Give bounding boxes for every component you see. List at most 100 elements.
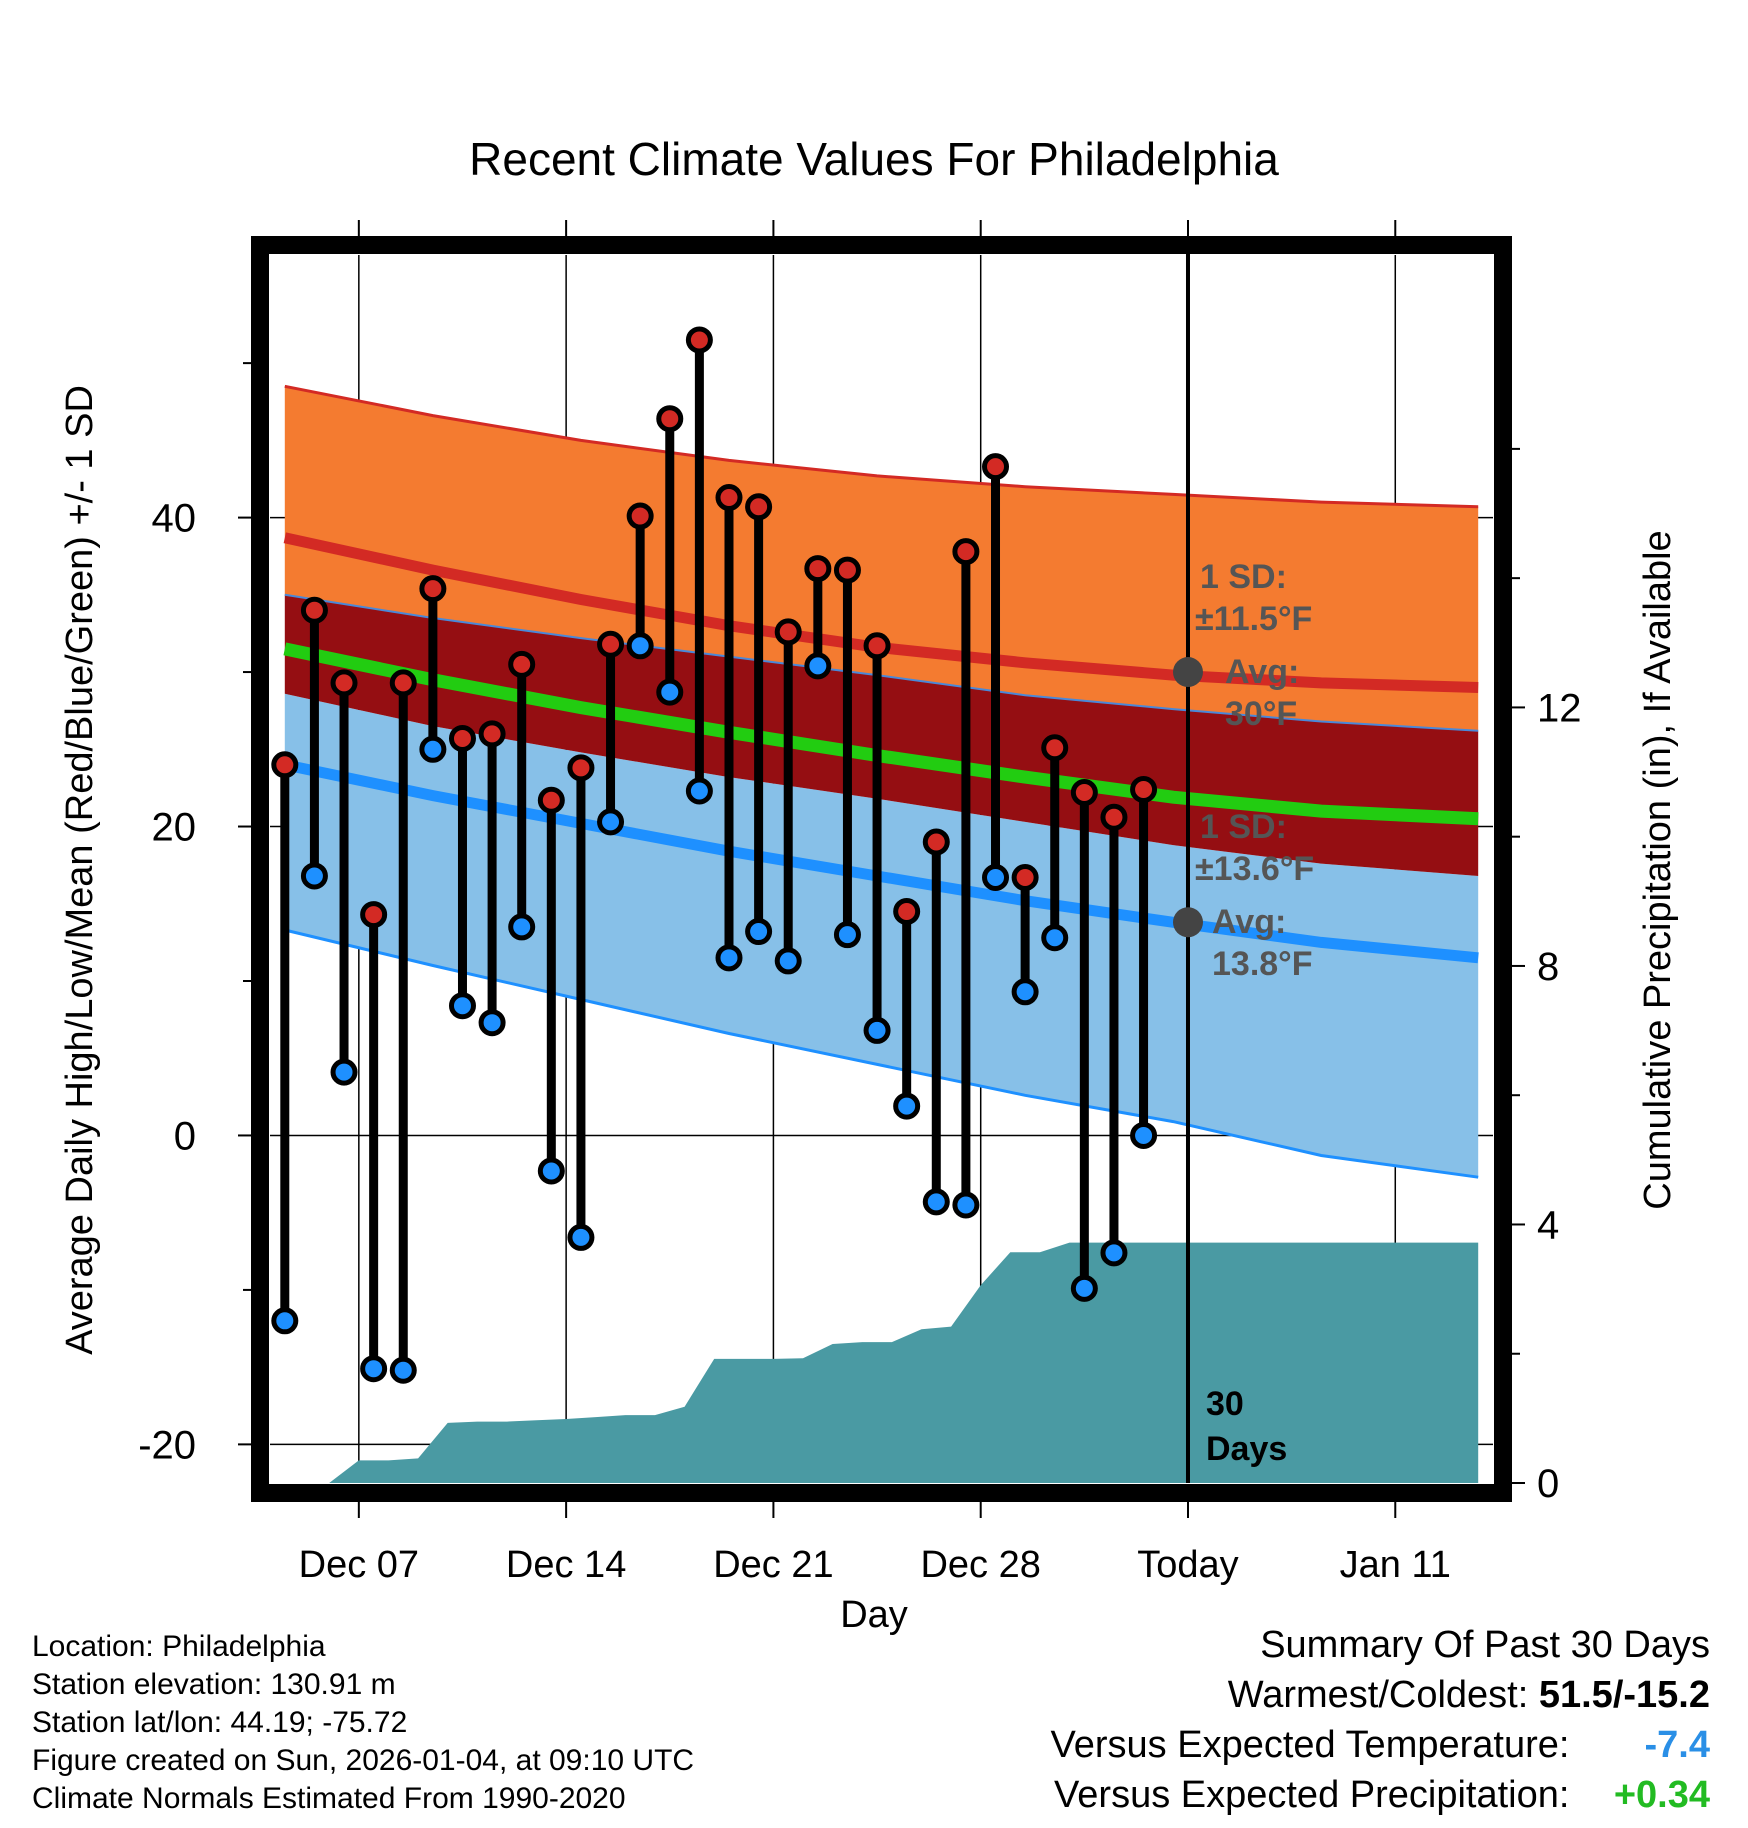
daily-high-point-7 — [478, 720, 506, 748]
summary-panel: Summary Of Past 30 Days Warmest/Coldest:… — [1051, 1620, 1710, 1820]
daily-high-point-4 — [389, 669, 417, 697]
daily-high-point-10 — [567, 754, 595, 782]
daily-low-point-3 — [360, 1355, 388, 1383]
daily-low-point-15 — [715, 944, 743, 972]
daily-low-point-23 — [952, 1191, 980, 1219]
x-axis-label: Day — [840, 1594, 908, 1636]
y2-axis-label: Cumulative Precipitation (in), If Availa… — [1637, 530, 1679, 1209]
plot-overlay: 1 SD: ±11.5°F Avg: 30°F 1 SD: ±13.6°F Avg: 13.8… — [271, 245, 1314, 1483]
daily-low-point-9 — [537, 1157, 565, 1185]
summary-warmest-row: Warmest/Coldest: 51.5/-15.2 — [1051, 1670, 1710, 1720]
daily-low-point-11 — [597, 808, 625, 836]
precipitation-area — [329, 1242, 1479, 1483]
daily-high-point-27 — [1070, 779, 1098, 807]
summary-precip-row: Versus Expected Precipitation: +0.34 — [1051, 1770, 1710, 1820]
summary-precip-value: +0.34 — [1613, 1774, 1710, 1816]
daily-high-point-3 — [360, 901, 388, 929]
daily-high-point-26 — [1041, 734, 1069, 762]
summary-warmest-value: 51.5/-15.2 — [1538, 1674, 1710, 1716]
daily-high-point-22 — [922, 828, 950, 856]
summary-temp-row: Versus Expected Temperature: -7.4 — [1051, 1720, 1710, 1770]
daily-low-point-10 — [567, 1223, 595, 1251]
y-tick-label-3: 40 — [152, 497, 197, 541]
y2-tick-label-3: 12 — [1537, 686, 1582, 730]
summary-precip-label: Versus Expected Precipitation: — [1054, 1774, 1570, 1816]
high-avg-value: 30°F — [1225, 695, 1297, 733]
daily-high-point-25 — [1011, 863, 1039, 891]
daily-low-point-6 — [448, 992, 476, 1020]
plot-frame — [251, 236, 1512, 1502]
x-tick-label-3: Dec 28 — [920, 1544, 1040, 1586]
daily-high-point-0 — [271, 751, 299, 779]
summary-temp-value: -7.4 — [1644, 1724, 1710, 1766]
period-label-days: Days — [1206, 1430, 1287, 1468]
daily-low-point-19 — [833, 921, 861, 949]
daily-low-point-2 — [330, 1058, 358, 1086]
daily-high-point-21 — [893, 897, 921, 925]
daily-high-point-18 — [804, 555, 832, 583]
y2-tick-label-2: 8 — [1537, 945, 1559, 989]
y-tick-label-1: 0 — [174, 1114, 196, 1158]
y-tick-label-2: 20 — [152, 806, 197, 850]
daily-low-point-29 — [1130, 1121, 1158, 1149]
high-sd-band — [284, 386, 1479, 731]
daily-low-point-14 — [685, 777, 713, 805]
daily-low-point-20 — [863, 1016, 891, 1044]
daily-high-point-29 — [1130, 775, 1158, 803]
daily-high-point-20 — [863, 632, 891, 660]
high-avg-label: Avg: — [1225, 653, 1299, 691]
high-avg-marker — [1172, 657, 1203, 688]
low-avg-marker — [1172, 907, 1203, 938]
daily-low-point-24 — [982, 863, 1010, 891]
daily-high-point-13 — [656, 405, 684, 433]
high-sd-value: ±11.5°F — [1195, 600, 1312, 638]
daily-high-point-8 — [508, 650, 536, 678]
daily-high-point-14 — [685, 326, 713, 354]
daily-high-point-24 — [982, 453, 1010, 481]
x-tick-label-5: Jan 11 — [1340, 1544, 1451, 1586]
info-created: Figure created on Sun, 2026-01-04, at 09… — [32, 1744, 695, 1777]
daily-low-point-1 — [300, 862, 328, 890]
summary-title: Summary Of Past 30 Days — [1260, 1624, 1710, 1666]
high-sd-label: 1 SD: — [1200, 558, 1287, 596]
daily-low-point-12 — [626, 632, 654, 660]
station-info: Location: Philadelphia Station elevation… — [32, 1628, 694, 1818]
y-axis-label: Average Daily High/Low/Mean (Red/Blue/Gr… — [59, 385, 101, 1355]
daily-high-point-5 — [419, 575, 447, 603]
low-lower-edge — [284, 928, 1479, 1179]
low-sd-label: 1 SD: — [1200, 808, 1287, 846]
daily-high-point-12 — [626, 502, 654, 530]
x-tick-label-1: Dec 14 — [506, 1544, 626, 1586]
daily-high-point-1 — [300, 596, 328, 624]
daily-low-point-25 — [1011, 978, 1039, 1006]
daily-high-point-11 — [597, 630, 625, 658]
x-tick-label-0: Dec 07 — [299, 1544, 419, 1586]
low-sd-value: ±13.6°F — [1195, 850, 1314, 888]
daily-high-point-9 — [537, 786, 565, 814]
axes: -20 0 20 40 0 4 8 12 Dec 07 Dec 14 Dec 21 Dec 28 Tod… — [138, 220, 1582, 1586]
daily-low-point-13 — [656, 678, 684, 706]
info-elevation: Station elevation: 130.91 m — [32, 1668, 396, 1701]
daily-low-point-27 — [1070, 1274, 1098, 1302]
y-tick-label-0: -20 — [138, 1423, 196, 1467]
daily-low-point-21 — [893, 1092, 921, 1120]
chart-title: Recent Climate Values For Philadelphia — [469, 133, 1279, 185]
low-avg-value: 13.8°F — [1212, 945, 1313, 983]
daily-high-point-15 — [715, 484, 743, 512]
daily-low-point-0 — [271, 1307, 299, 1335]
daily-low-point-17 — [774, 947, 802, 975]
info-location: Location: Philadelphia — [32, 1630, 326, 1663]
daily-low-point-7 — [478, 1009, 506, 1037]
info-latlon: Station lat/lon: 44.19; -75.72 — [32, 1706, 408, 1739]
daily-low-point-28 — [1100, 1239, 1128, 1267]
low-avg-label: Avg: — [1212, 903, 1286, 941]
daily-high-point-2 — [330, 669, 358, 697]
daily-high-point-6 — [448, 724, 476, 752]
daily-low-point-5 — [419, 735, 447, 763]
daily-low-point-26 — [1041, 924, 1069, 952]
daily-high-point-16 — [745, 493, 773, 521]
summary-temp-label: Versus Expected Temperature: — [1050, 1724, 1570, 1766]
daily-low-point-4 — [389, 1356, 417, 1384]
daily-high-point-28 — [1100, 803, 1128, 831]
